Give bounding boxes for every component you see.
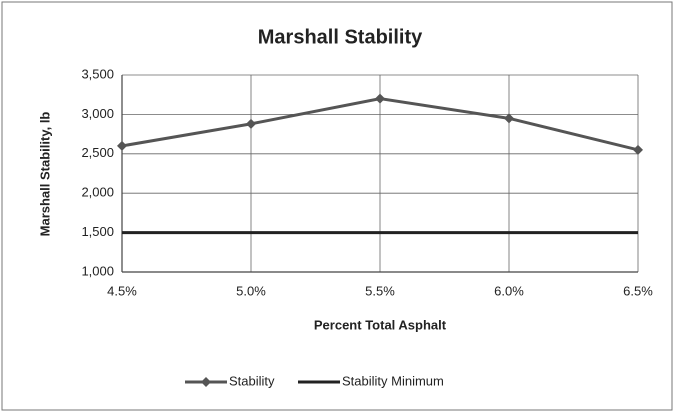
series-marker <box>375 93 385 104</box>
legend-label: Stability <box>229 373 275 388</box>
y-tick-label: 2,000 <box>81 185 114 200</box>
y-tick-label: 2,500 <box>81 145 114 160</box>
series-marker <box>633 144 643 155</box>
x-tick-label: 5.0% <box>236 283 266 298</box>
legend-marker <box>201 377 211 387</box>
x-tick-label: 5.5% <box>365 283 395 298</box>
y-tick-label: 3,000 <box>81 106 114 121</box>
y-axis-title: Marshall Stability, lb <box>37 112 52 237</box>
y-tick-label: 1,500 <box>81 224 114 239</box>
x-tick-label: 4.5% <box>107 283 137 298</box>
legend-label: Stability Minimum <box>342 373 444 388</box>
series-marker <box>504 113 514 124</box>
x-axis-title: Percent Total Asphalt <box>314 317 447 332</box>
series-marker <box>117 140 127 151</box>
x-tick-label: 6.0% <box>494 283 524 298</box>
y-tick-label: 1,000 <box>81 263 114 278</box>
y-tick-label: 3,500 <box>81 66 114 81</box>
series-marker <box>246 118 256 129</box>
chart-title: Marshall Stability <box>258 26 423 48</box>
x-tick-label: 6.5% <box>623 283 653 298</box>
